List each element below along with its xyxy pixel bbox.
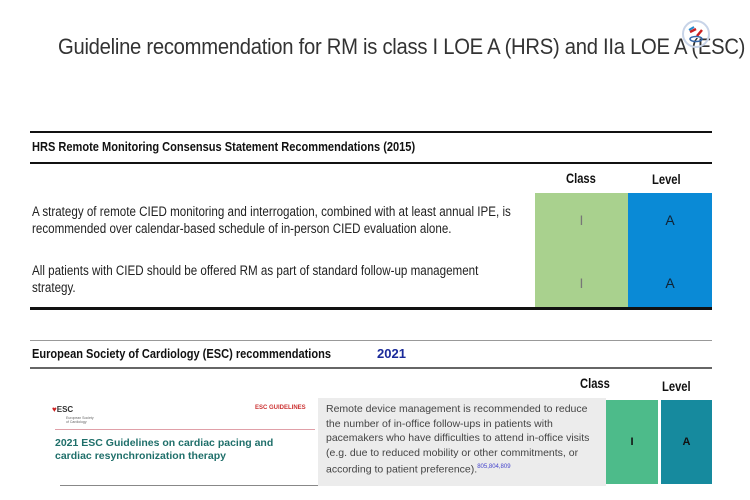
esc-logo: ♥ESC xyxy=(52,405,73,414)
table-top-rule xyxy=(30,131,712,133)
esc-logo-text: ESC xyxy=(56,405,74,414)
esc-class-cell: I xyxy=(606,400,658,484)
esc-top-rule xyxy=(30,340,712,341)
esc-year: 2021 xyxy=(377,346,406,361)
hrs-row-2-class: I xyxy=(579,275,584,291)
hrs-level-column xyxy=(628,193,712,308)
esc-level-header: Level xyxy=(662,378,691,394)
hrs-class-header: Class xyxy=(566,170,596,186)
hrs-row-1-class: I xyxy=(579,212,584,228)
hrs-row-2-level: A xyxy=(665,275,675,291)
esc-recommendation: Remote device management is recommended … xyxy=(318,398,606,486)
society-logo-icon xyxy=(682,20,710,48)
esc-references[interactable]: 805,804,809 xyxy=(477,464,511,470)
hrs-level-header: Level xyxy=(652,171,681,187)
slide-title: Guideline recommendation for RM is class… xyxy=(58,34,746,59)
hrs-heading: HRS Remote Monitoring Consensus Statemen… xyxy=(32,139,416,154)
esc-heading: European Society of Cardiology (ESC) rec… xyxy=(32,346,331,361)
esc-header-rule xyxy=(30,367,712,369)
esc-level-cell: A xyxy=(661,400,712,484)
table-bottom-rule xyxy=(30,307,712,310)
hrs-row-1-text: A strategy of remote CIED monitoring and… xyxy=(32,204,511,236)
esc-document-title: 2021 ESC Guidelines on cardiac pacing an… xyxy=(55,437,274,462)
esc-recommendation-text: Remote device management is recommended … xyxy=(326,403,590,476)
heart-icon: ♥ xyxy=(52,405,57,414)
esc-red-rule xyxy=(55,429,315,430)
esc-doc-rule xyxy=(60,485,318,486)
hrs-class-column xyxy=(535,193,628,308)
header-rule xyxy=(30,162,712,164)
esc-class-header: Class xyxy=(580,375,610,391)
esc-heading-text: European Society of Cardiology (ESC) rec… xyxy=(32,346,332,361)
esc-guidelines-tag: ESC GUIDELINES xyxy=(255,405,306,411)
hrs-row-1-level: A xyxy=(665,212,675,228)
hrs-row-2-text: All patients with CIED should be offered… xyxy=(32,263,479,295)
esc-logo-sub: European Society of Cardiology xyxy=(66,416,94,424)
